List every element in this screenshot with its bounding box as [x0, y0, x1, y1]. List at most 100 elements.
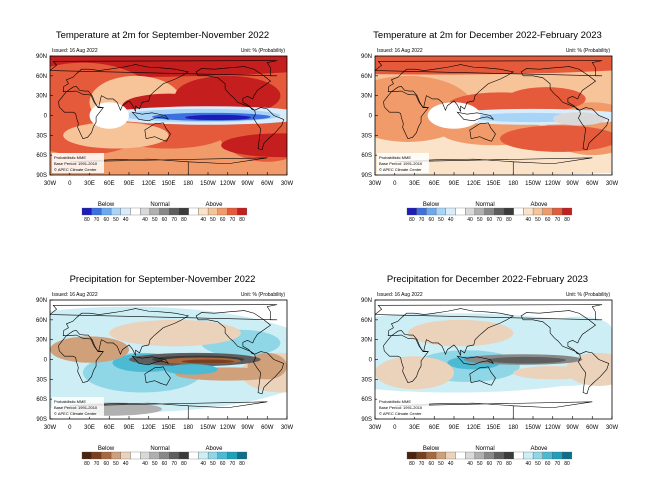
legend-swatch [178, 207, 189, 216]
legend-swatch [474, 451, 485, 460]
legend-category: Above [530, 202, 548, 208]
lat-label: 90S [361, 173, 372, 179]
legend-swatch [406, 451, 417, 460]
lon-label: 0 [68, 181, 72, 187]
legend-category: Below [423, 446, 440, 452]
legend-tick: 50 [113, 217, 119, 223]
legend-tick: 60 [545, 217, 551, 223]
lon-label: 60E [429, 181, 440, 187]
legend-swatch [217, 451, 228, 460]
lon-label: 150W [525, 425, 541, 431]
legend-tick: 80 [181, 461, 187, 467]
legend-swatch [532, 207, 543, 216]
legend-tick: 80 [409, 217, 415, 223]
legend-swatch [159, 207, 170, 216]
legend-tick: 50 [152, 217, 158, 223]
coastline [58, 334, 104, 383]
legend-swatch [227, 207, 238, 216]
forecast-map: 90N 60N 30N 0 30S 60S 90S 30W 0 30E 60E 90E 120E 150E… [361, 48, 619, 223]
lon-label: 60W [586, 181, 599, 187]
coastline [394, 157, 593, 175]
lon-label: 90W [566, 181, 579, 187]
lat-label: 0 [44, 358, 48, 364]
lat-label: 90S [361, 417, 372, 423]
legend-swatch [484, 451, 495, 460]
legend-tick: 60 [220, 217, 226, 223]
lat-label: 90S [36, 173, 47, 179]
unit-label: Unit: % (Probability) [241, 48, 286, 54]
lon-label: 120E [467, 181, 481, 187]
legend-tick: 50 [113, 461, 119, 467]
legend-swatch [494, 207, 505, 216]
legend-category: Normal [475, 202, 494, 208]
lon-label: 180 [508, 181, 519, 187]
credit-line: © APEC Climate Center [54, 411, 97, 416]
legend-swatch [81, 451, 92, 460]
legend-tick: 80 [239, 217, 245, 223]
legend-tick: 70 [94, 217, 100, 223]
legend-tick: 60 [545, 461, 551, 467]
legend-swatch [110, 207, 121, 216]
legend-tick: 40 [142, 217, 148, 223]
legend-tick: 80 [84, 217, 90, 223]
legend-swatch [188, 207, 199, 216]
legend-tick: 60 [487, 217, 493, 223]
lon-label: 90E [124, 181, 135, 187]
map-title: Temperature at 2m for September-November… [55, 30, 270, 41]
lon-label: 120E [467, 425, 481, 431]
lat-label: 30N [36, 338, 47, 344]
credit-line: Probabilistic MME [379, 399, 411, 404]
lon-label: 30W [369, 181, 382, 187]
coastline [456, 355, 494, 366]
legend-swatch [445, 207, 456, 216]
legend-tick: 40 [467, 217, 473, 223]
coastline [69, 157, 268, 175]
legend-tick: 50 [477, 217, 483, 223]
legend-tick: 40 [525, 461, 531, 467]
coastline [375, 60, 603, 77]
coastline [50, 60, 278, 77]
lon-label: 30E [409, 425, 420, 431]
lat-label: 60S [36, 397, 47, 403]
legend-swatch [455, 451, 466, 460]
legend-category: Below [98, 446, 115, 452]
legend-swatch [101, 451, 112, 460]
coastline [253, 107, 285, 151]
legend-tick: 70 [419, 217, 425, 223]
lat-label: 30S [361, 377, 372, 383]
lat-label: 30S [36, 133, 47, 139]
forecast-map: 90N 60N 30N 0 30S 60S 90S 30W 0 30E 60E 90E 120E 150E… [361, 292, 619, 467]
legend-swatch [188, 451, 199, 460]
coastline [456, 111, 494, 122]
legend-tick: 70 [171, 217, 177, 223]
lon-label: 180 [183, 181, 194, 187]
lon-label: 30W [281, 425, 294, 431]
lat-label: 60S [36, 153, 47, 159]
legend-swatch [503, 207, 514, 216]
legend-tick: 50 [210, 461, 216, 467]
lon-label: 60W [586, 425, 599, 431]
legend-tick: 60 [162, 217, 168, 223]
legend-swatch [110, 451, 121, 460]
legend-swatch [178, 451, 189, 460]
legend-tick: 60 [103, 461, 109, 467]
legend-tick: 70 [419, 461, 425, 467]
lon-label: 120W [545, 181, 561, 187]
legend-swatch [484, 207, 495, 216]
coastline [195, 66, 272, 111]
lon-label: 30W [606, 181, 619, 187]
legend-swatch [435, 451, 446, 460]
lon-label: 90W [566, 425, 579, 431]
legend-swatch [207, 207, 218, 216]
lon-label: 30E [84, 181, 95, 187]
lat-label: 60N [361, 318, 372, 324]
legend-tick: 70 [496, 217, 502, 223]
legend-tick: 40 [467, 461, 473, 467]
legend-tick: 40 [200, 217, 206, 223]
coastline [578, 107, 610, 151]
lat-label: 0 [44, 114, 48, 120]
lat-label: 90N [361, 54, 372, 60]
legend-swatch [81, 207, 92, 216]
issued-date: Issued: 16 Aug 2022 [377, 48, 423, 54]
